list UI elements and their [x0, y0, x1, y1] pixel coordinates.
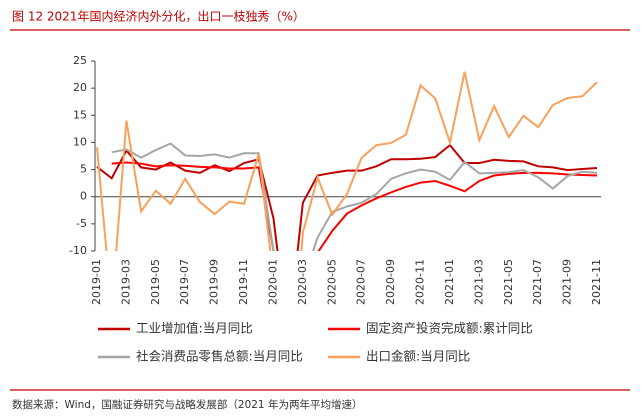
x-tick-label: 2019-09 [208, 259, 221, 305]
y-tick-label: 15 [73, 108, 87, 121]
legend-label: 固定资产投资完成额:累计同比 [366, 321, 533, 336]
x-tick-label: 2021-05 [502, 259, 515, 305]
chart-title: 图 12 2021年国内经济内外分化，出口一枝独秀（%） [12, 9, 305, 24]
x-tick-label: 2020-07 [355, 259, 368, 305]
x-tick-label: 2021-09 [561, 259, 574, 305]
y-tick-label: 5 [80, 163, 87, 176]
x-tick-label: 2019-05 [149, 259, 162, 305]
y-tick-label: -10 [69, 244, 87, 257]
y-tick-label: 0 [80, 190, 87, 203]
x-tick-label: 2020-01 [266, 259, 279, 305]
series-line [111, 161, 598, 251]
y-tick-label: -5 [76, 217, 87, 230]
x-tick-label: 2021-01 [443, 259, 456, 305]
legend-label: 工业增加值:当月同比 [136, 321, 253, 336]
x-tick-label: 2020-11 [414, 259, 427, 305]
x-tick-label: 2021-03 [472, 259, 485, 305]
y-tick-label: 10 [73, 135, 87, 148]
x-tick-label: 2021-07 [531, 259, 544, 305]
y-tick-label: 25 [73, 54, 87, 67]
series-line [96, 71, 598, 251]
plot-area [96, 71, 598, 251]
x-tick-label: 2020-09 [384, 259, 397, 305]
x-tick-label: 2020-03 [296, 259, 309, 305]
x-tick-label: 2019-03 [119, 259, 132, 305]
legend-label: 出口金额:当月同比 [366, 349, 470, 364]
series-line [111, 142, 598, 251]
legend-label: 社会消费品零售总额:当月同比 [136, 349, 303, 364]
series-line [96, 143, 598, 251]
x-tick-label: 2019-01 [90, 259, 103, 305]
x-tick-label: 2021-11 [590, 259, 603, 305]
y-tick-label: 20 [73, 81, 87, 94]
x-tick-label: 2019-07 [178, 259, 191, 305]
source-note: 数据来源：Wind，国融证券研究与战略发展部（2021 年为两年平均增速） [12, 398, 362, 411]
x-tick-label: 2020-05 [325, 259, 338, 305]
x-tick-label: 2019-11 [237, 259, 250, 305]
